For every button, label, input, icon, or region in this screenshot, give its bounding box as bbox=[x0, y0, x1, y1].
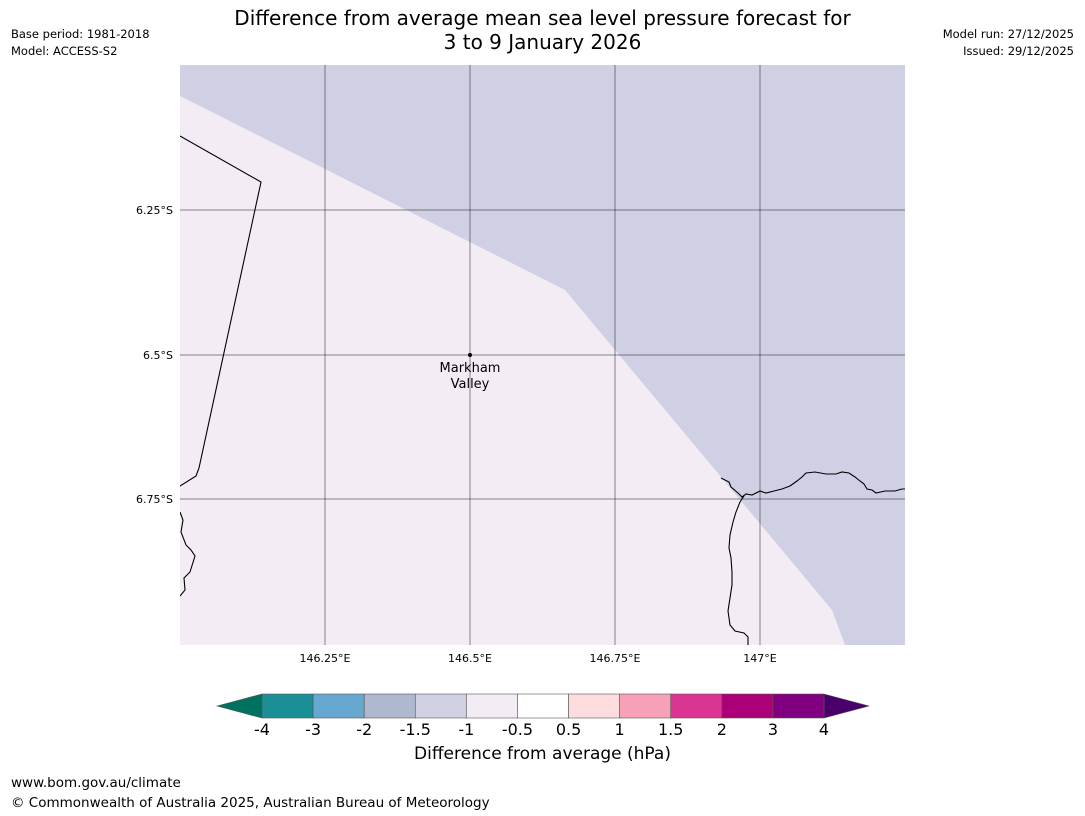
colorbar-cell bbox=[312, 693, 365, 719]
title-line-1: Difference from average mean sea level p… bbox=[234, 6, 851, 30]
coastline-west bbox=[180, 135, 262, 487]
lon-tick-label: 146.75°E bbox=[590, 652, 641, 665]
map-plot-area bbox=[180, 65, 905, 645]
lon-tick-label: 146.25°E bbox=[300, 652, 351, 665]
anomaly-region-minus-1.5-to-minus-1 bbox=[180, 65, 905, 645]
colorbar-cell bbox=[619, 693, 672, 719]
colorbar-tick-label: -2 bbox=[356, 720, 372, 739]
colorbar: -4 -3 -2 -1.5 -1 -0.5 0.5 1 1.5 2 3 4 bbox=[215, 693, 871, 739]
lat-tick-label: 6.5°S bbox=[143, 349, 173, 362]
coastline-east bbox=[720, 471, 905, 498]
colorbar-tick-label: -1.5 bbox=[400, 720, 431, 739]
colorbar-label: Difference from average (hPa) bbox=[414, 744, 671, 764]
chart-title: Difference from average mean sea level p… bbox=[0, 6, 1085, 54]
colorbar-tick-label: 1.5 bbox=[658, 720, 683, 739]
place-marker bbox=[468, 353, 472, 357]
footer-url[interactable]: www.bom.gov.au/climate bbox=[11, 775, 181, 791]
place-label-line-2: Valley bbox=[451, 377, 490, 392]
colorbar-tick-label: 3 bbox=[768, 720, 778, 739]
colorbar-cell bbox=[261, 693, 314, 719]
colorbar-tick-label: 0.5 bbox=[556, 720, 581, 739]
issued-date: Issued: 29/12/2025 bbox=[963, 44, 1074, 58]
colorbar-tick-label: 2 bbox=[717, 720, 727, 739]
colorbar-over-arrow bbox=[823, 693, 871, 719]
colorbar-tick-label: 1 bbox=[615, 720, 625, 739]
colorbar-cell bbox=[721, 693, 774, 719]
meta-right: Model run: 27/12/2025 Issued: 29/12/2025 bbox=[943, 26, 1074, 60]
place-label-line-1: Markham bbox=[440, 361, 501, 376]
colorbar-cell bbox=[670, 693, 723, 719]
colorbar-cell bbox=[517, 693, 569, 719]
colorbar-cell bbox=[568, 693, 620, 719]
model-run: Model run: 27/12/2025 bbox=[942, 27, 1074, 41]
lat-tick-label: 6.25°S bbox=[136, 204, 173, 217]
colorbar-cell bbox=[363, 693, 416, 719]
model-name: Model: ACCESS-S2 bbox=[11, 44, 118, 58]
meta-left: Base period: 1981-2018 Model: ACCESS-S2 bbox=[11, 26, 150, 60]
colorbar-under-arrow bbox=[215, 693, 263, 719]
river-markham bbox=[727, 495, 749, 645]
colorbar-cell bbox=[414, 693, 467, 719]
colorbar-tick-label: 4 bbox=[819, 720, 829, 739]
colorbar-cell bbox=[772, 693, 825, 719]
lon-tick-label: 147°E bbox=[743, 652, 776, 665]
colorbar-tick-label: -0.5 bbox=[502, 720, 533, 739]
colorbar-cell bbox=[466, 693, 518, 719]
colorbar-tick-label: -1 bbox=[458, 720, 474, 739]
coastline-southwest bbox=[180, 511, 196, 597]
title-line-2: 3 to 9 January 2026 bbox=[443, 30, 642, 54]
colorbar-tick-label: -4 bbox=[254, 720, 270, 739]
colorbar-tick-label: -3 bbox=[305, 720, 321, 739]
lon-tick-label: 146.5°E bbox=[448, 652, 492, 665]
lat-tick-label: 6.75°S bbox=[136, 493, 173, 506]
footer-copyright: © Commonwealth of Australia 2025, Austra… bbox=[11, 795, 490, 811]
base-period: Base period: 1981-2018 bbox=[11, 27, 150, 41]
